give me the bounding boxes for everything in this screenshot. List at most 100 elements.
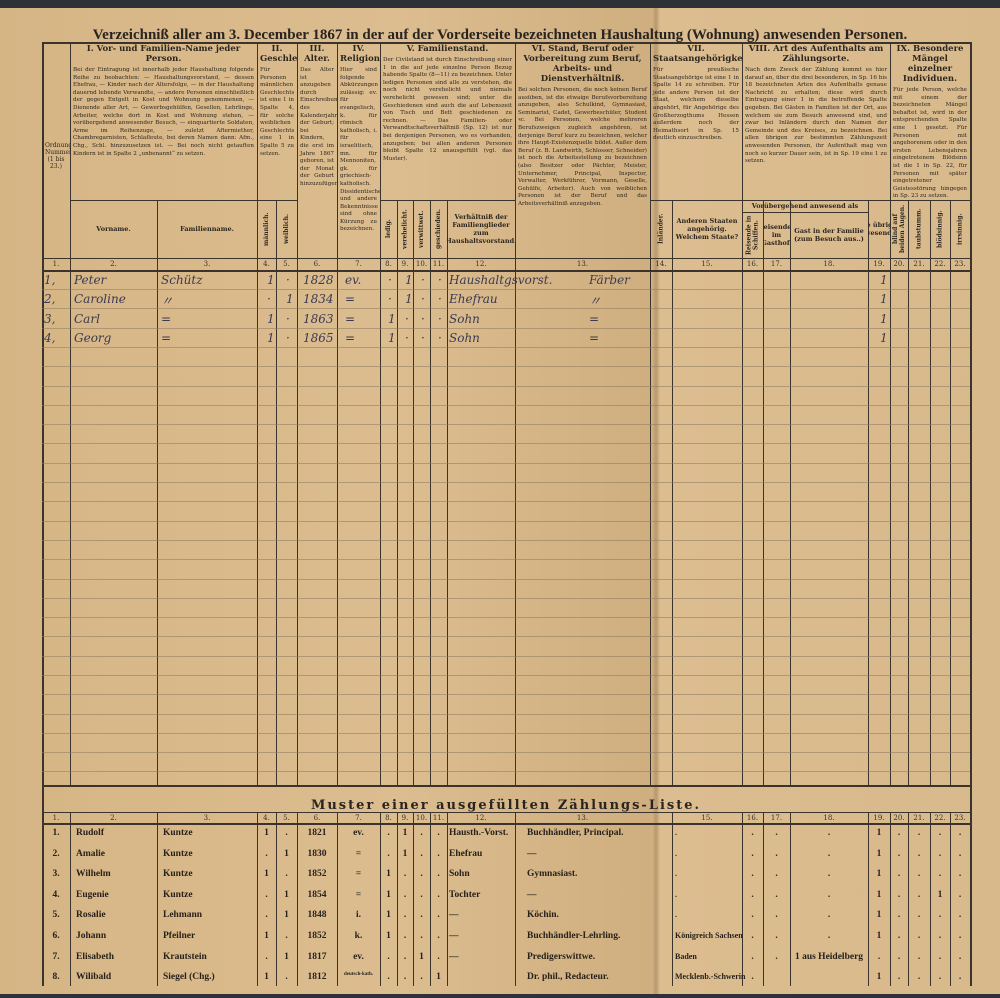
subheader-andere-staaten: Anderen Staaten angehörig. Welchem Staat… [675,217,739,241]
rule-line [276,200,277,785]
sample-cell-col20: . [897,972,901,983]
rule-line [380,812,381,986]
sample-cell-col11: . [437,889,440,900]
sample-cell-col17: . [775,889,778,900]
sample-cell-col1: 4. [52,889,60,900]
sample-cell-col19: 1 [876,828,882,838]
column-number: 12. [475,260,487,268]
sample-cell-col8: . [387,828,390,838]
column-number: 16. [746,260,759,268]
handwritten-vorname: Georg [74,330,112,345]
rule-line [70,200,257,201]
sample-cell-col21: . [917,828,921,838]
section-header-VII: VII. Staatsangehörigkeit. Für preußische … [650,42,742,200]
rule-line [515,812,516,986]
sample-cell-col1: 1. [52,828,60,838]
rule-line [890,42,891,785]
sample-cell-col16: . [751,848,754,859]
sample-cell-col19: 1 [876,869,882,880]
sample-cell-col4: 1 [264,931,269,941]
sample-cell-col13: — [527,889,537,900]
sample-cell-col4: . [265,910,268,921]
handwritten-rel: = [345,292,356,307]
rule-line [42,656,970,657]
sample-cell-col15: . [675,869,677,879]
sample-cell-col19: 1 [876,931,882,941]
sample-cell-col5: 1 [284,910,289,921]
rule-line [42,617,970,618]
rule-line [42,501,970,502]
rule-line [42,752,970,753]
sample-cell-col6: 1812 [307,972,327,983]
sample-cell-col4: 1 [264,828,269,838]
sample-column-number: 2. [110,814,117,822]
sample-cell-col7: = [355,889,362,900]
handwritten-c10: · [421,273,425,287]
sample-cell-col18: . [827,910,831,921]
sample-cell-col5: . [285,828,288,838]
sample-cell-col19: 1 [876,889,882,900]
rule-line [276,812,277,986]
sample-cell-col17: . [775,828,778,838]
rule-line [413,200,414,785]
column-number: 9. [401,260,409,268]
sample-cell-col6: 1848 [307,910,327,921]
sample-cell-col16: . [751,869,754,880]
rule-line [430,812,431,986]
sample-cell-col3: Lehmann [163,910,203,921]
handwritten-c9: 1 [405,292,413,307]
section-header-II: II. Geschlecht. Für Personen männlichen G… [257,42,297,200]
handwritten-rel: ev. [345,273,362,287]
handwritten-familienname: 〃 [161,294,174,309]
sample-cell-col8: . [387,951,390,962]
sample-cell-col9: . [403,889,407,900]
rule-line [297,812,298,986]
section-instructions: Hier sind folgende Abkürzungen zulässig:… [340,67,380,233]
subheader-verehelicht: verehelicht. [401,209,409,249]
section-title: III. Alter. [304,44,330,64]
rule-line [42,424,970,425]
sample-column-number: 4. [263,814,270,822]
column-number: 22. [934,260,946,268]
section-instructions: Bei solchen Personen, die noch keinen Be… [518,87,647,207]
section-header-III: III. Alter. Das Alter ist anzugeben durch… [297,42,337,258]
sample-cell-col20: . [897,869,901,880]
handwritten-verh: Sohn [449,311,480,326]
sample-cell-col19: 1 [876,910,882,921]
section-instructions: Nach dem Zweck der Zählung kommt es hier… [745,67,887,165]
sample-cell-col13: Köchin. [527,910,559,921]
sample-cell-col17: . [775,931,778,941]
rule-line [447,812,448,986]
rule-line [763,200,764,785]
handwritten-c11: · [438,292,442,307]
sample-cell-col10: . [420,848,423,859]
sample-cell-col2: Amalie [76,848,106,859]
sample-cell-col10: . [420,910,423,921]
rule-line [257,812,258,986]
sample-cell-col6: 1821 [307,828,327,838]
sample-cell-col5: 1 [284,848,289,859]
sample-cell-col6: 1817 [307,951,327,962]
handwritten-c9: · [405,311,409,326]
subheader-familienname: Familienname. [180,225,234,233]
handwritten-w: 1 [286,292,294,307]
sample-cell-col5: . [285,931,288,941]
sample-cell-col9: . [403,951,407,962]
ordnungsnummer-header: Ordnungs-Nummer (1 bis 23.) [45,142,70,170]
sample-column-number: 13. [576,814,589,822]
handwritten-rel: = [345,330,356,345]
handwritten-jahr: 1834 [303,292,334,307]
handwritten-c9: · [405,330,409,345]
rule-line [257,200,297,201]
rule-line [742,200,890,201]
rule-line [42,328,970,329]
sample-cell-col3: Kuntze [163,869,193,880]
section-header-IX: IX. Besondere Mängel einzelner Individue… [890,42,970,200]
sample-column-number: 15. [701,814,713,822]
rule-line [742,212,868,213]
sample-cell-col6: 1852 [307,869,327,880]
rule-line [42,579,970,580]
sample-cell-col1: 3. [52,869,60,880]
handwritten-familienname: = [161,311,172,326]
sample-cell-col2: Elisabeth [76,951,115,962]
